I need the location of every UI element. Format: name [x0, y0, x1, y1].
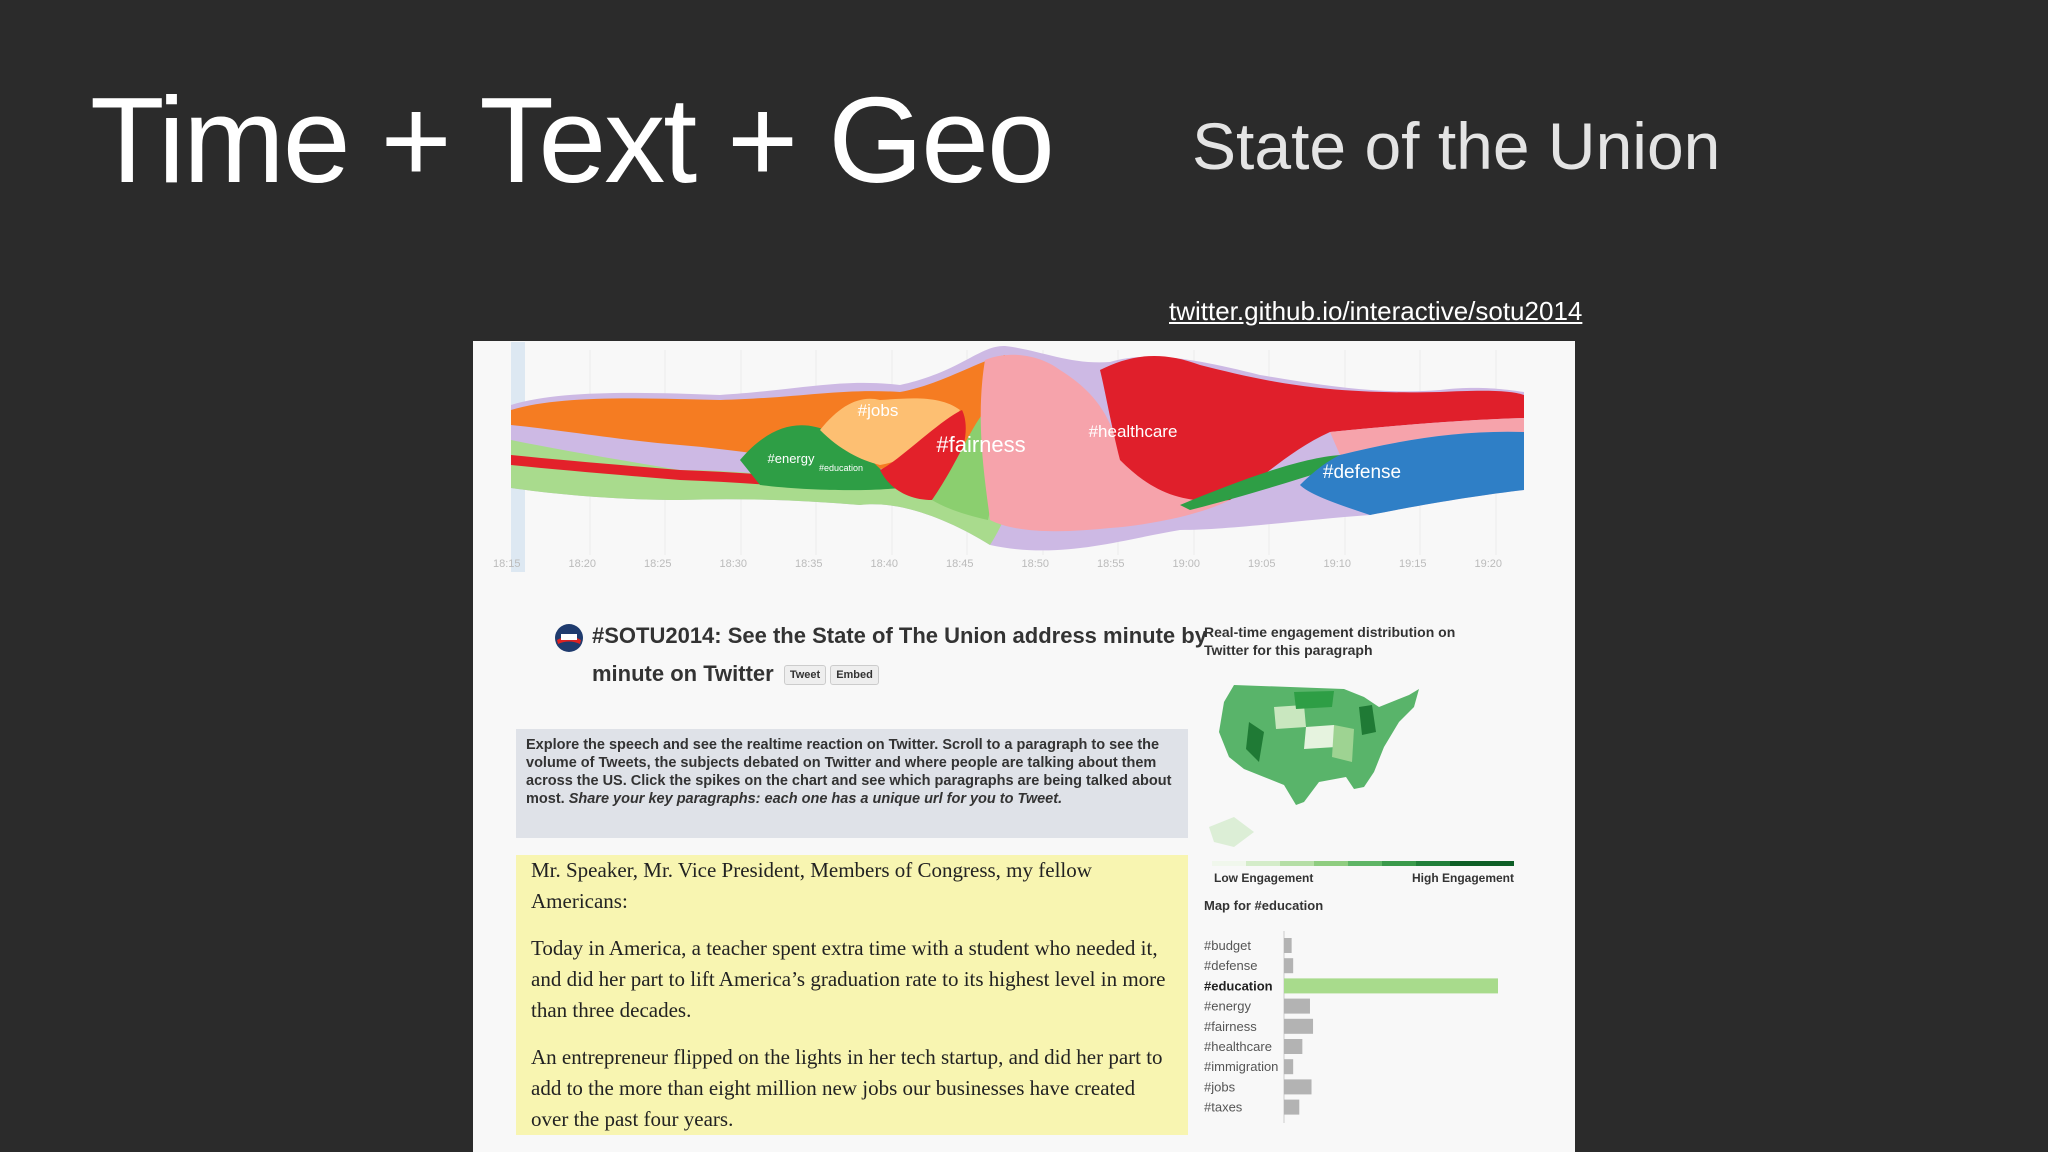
intro-text: Explore the speech and see the realtime … [526, 737, 1172, 807]
bar [1284, 998, 1310, 1014]
stream-label: #fairness [936, 432, 1025, 457]
stream-label: #defense [1323, 462, 1401, 483]
stream-label: #healthcare [1089, 422, 1178, 441]
speech: Mr. Speaker, Mr. Vice President, Members… [516, 855, 1188, 1135]
time-label: 19:05 [1248, 558, 1276, 570]
bar-label: #education [1204, 978, 1273, 993]
embed-button[interactable]: Embed [830, 665, 879, 686]
map-caption: Map for #education [1204, 898, 1324, 913]
topic-bars: #budget #defense #education #energy #fairnes… [1204, 931, 1498, 1123]
bar [1284, 1079, 1312, 1095]
us-map [1209, 685, 1419, 847]
bar-label: #budget [1204, 938, 1251, 953]
stream-label: #education [819, 463, 863, 473]
slide-title: Time + Text + Geo [90, 72, 1055, 208]
time-label: 19:10 [1324, 558, 1352, 570]
bar-label: #healthcare [1204, 1039, 1272, 1054]
legend-low: Low Engagement [1214, 871, 1314, 885]
bar [1284, 1039, 1303, 1054]
streamgraph: 18:15 18:20 18:25 18:30 18:35 18:40 18:45 18:50… [493, 342, 1524, 572]
intro-box: Explore the speech and see the realtime … [516, 729, 1188, 838]
time-label: 18:50 [1022, 558, 1050, 570]
legend-high: High Engagement [1412, 871, 1515, 885]
stream-label: #energy [768, 451, 815, 466]
intro-emphasis: Share your key paragraphs: each one has … [568, 791, 1063, 807]
bar [1284, 958, 1294, 974]
bar [1284, 1018, 1314, 1034]
tweet-button[interactable]: Tweet [783, 665, 827, 686]
time-label: 18:40 [871, 558, 899, 570]
bar [1284, 1099, 1300, 1115]
time-label: 18:15 [493, 558, 521, 570]
time-label: 19:15 [1399, 558, 1427, 570]
bar-label: #immigration [1204, 1059, 1278, 1074]
bar-label: #energy [1204, 999, 1251, 1014]
paragraph[interactable]: An entrepreneur flipped on the lights in… [531, 1045, 1163, 1131]
time-label: 18:25 [644, 558, 672, 570]
bar [1284, 938, 1292, 953]
screenshot: 18:15 18:20 18:25 18:30 18:35 18:40 18:45 18:50… [473, 341, 1575, 1152]
heading-text: #SOTU2014: See the State of The Union ad… [592, 623, 1207, 686]
paragraph[interactable]: Mr. Speaker, Mr. Vice President, Members… [531, 858, 1092, 913]
paragraph[interactable]: Today in America, a teacher spent extra … [531, 936, 1166, 1022]
map-title: Real-time engagement distribution on Twi… [1204, 624, 1456, 658]
time-label: 18:35 [795, 558, 823, 570]
article-heading: #SOTU2014: See the State of The Union ad… [554, 617, 1232, 693]
sotu-icon [555, 624, 583, 652]
stream-label: #jobs [858, 401, 899, 420]
bar-label: #defense [1204, 958, 1258, 973]
link[interactable]: twitter.github.io/interactive/sotu2014 [1169, 296, 1583, 326]
bar-label: #jobs [1204, 1079, 1236, 1094]
bar [1284, 1059, 1294, 1075]
bar-label: #fairness [1204, 1019, 1257, 1034]
bar [1284, 978, 1498, 994]
slide-subtitle: State of the Union [1192, 109, 1721, 183]
time-label: 18:55 [1097, 558, 1125, 570]
time-label: 18:30 [720, 558, 748, 570]
time-label: 19:20 [1475, 558, 1503, 570]
time-label: 19:00 [1173, 558, 1201, 570]
time-label: 18:20 [569, 558, 597, 570]
time-label: 18:45 [946, 558, 974, 570]
legend-scale [1212, 861, 1514, 866]
bar-label: #taxes [1204, 1100, 1243, 1115]
